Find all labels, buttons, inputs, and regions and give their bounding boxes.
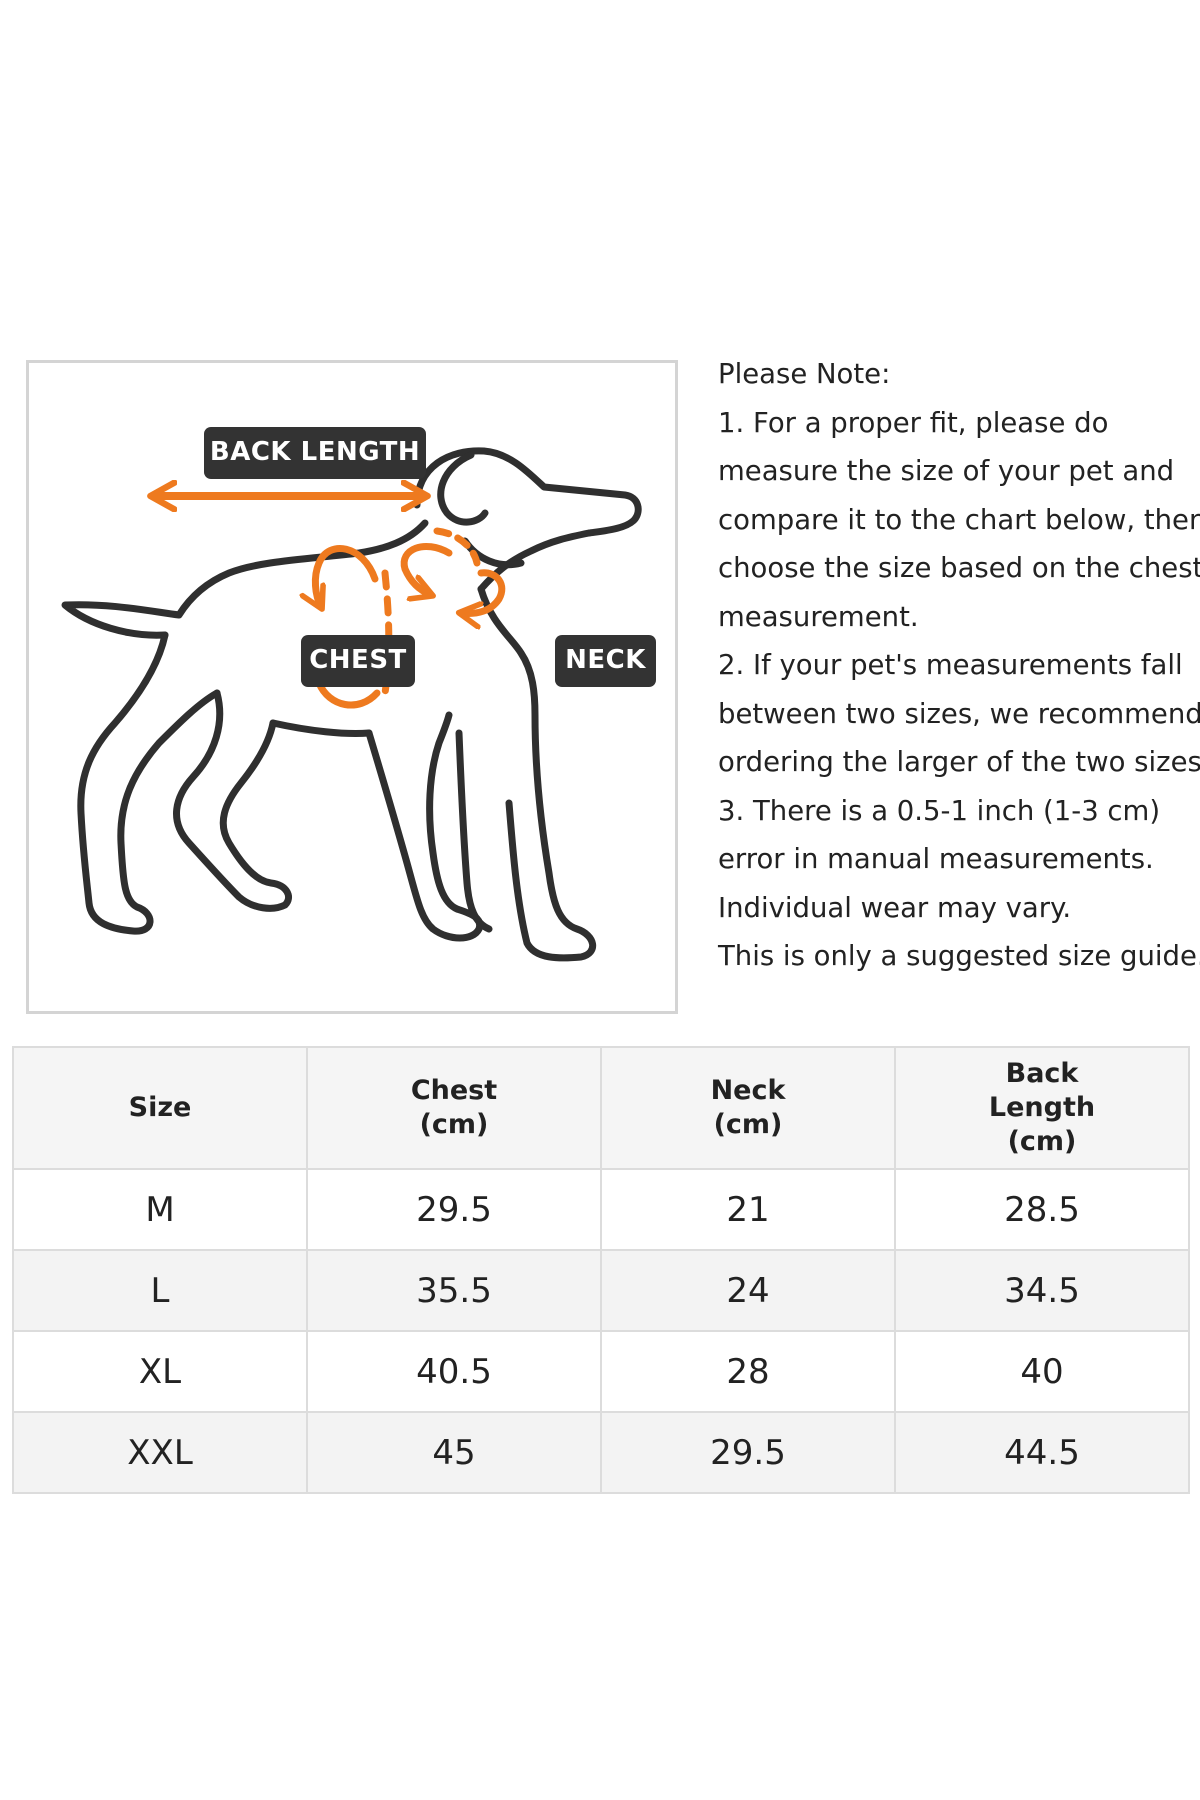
neck-arrow-right — [461, 569, 506, 614]
header-line: (cm) — [419, 1109, 489, 1140]
cell-chest: 29.5 — [306, 1168, 602, 1251]
header-back-length: Back Length (cm) — [894, 1046, 1190, 1170]
table-row: L 35.5 24 34.5 — [12, 1249, 1190, 1332]
please-note-text: Please Note: 1. For a proper fit, please… — [718, 350, 1200, 981]
cell-size: M — [12, 1168, 308, 1251]
cell-chest: 45 — [306, 1411, 602, 1494]
header-line: (cm) — [1007, 1126, 1077, 1157]
header-neck: Neck (cm) — [600, 1046, 896, 1170]
header-line: Back — [1005, 1058, 1079, 1089]
cell-back-length: 28.5 — [894, 1168, 1190, 1251]
neck-dashed-line — [433, 527, 481, 567]
note-line: 3. There is a 0.5-1 inch (1-3 cm) — [718, 794, 1161, 827]
neck-tag: NECK — [555, 635, 656, 687]
header-line: Chest — [410, 1075, 498, 1106]
table-row: XL 40.5 28 40 — [12, 1330, 1190, 1413]
note-line: ordering the larger of the two sizes. — [718, 746, 1200, 778]
cell-back-length: 34.5 — [894, 1249, 1190, 1332]
header-line: Neck — [710, 1075, 786, 1106]
note-line: compare it to the chart below, then — [718, 503, 1200, 536]
cell-neck: 28 — [600, 1330, 896, 1413]
header-line: Length — [988, 1092, 1096, 1123]
note-line: choose the size based on the chest — [718, 552, 1200, 584]
size-chart-table: Size Chest (cm) Neck (cm) Back Length (c… — [12, 1046, 1190, 1494]
note-line: Individual wear may vary. — [718, 891, 1072, 924]
dog-measurement-diagram: BACK LENGTH CHEST NECK — [26, 360, 678, 1014]
header-line: (cm) — [713, 1109, 783, 1140]
cell-size: L — [12, 1249, 308, 1332]
note-line: measure the size of your pet and — [718, 455, 1175, 487]
cell-chest: 35.5 — [306, 1249, 602, 1332]
cell-back-length: 40 — [894, 1330, 1190, 1413]
note-line: 2. If your pet's measurements fall — [718, 649, 1183, 681]
chest-tag: CHEST — [301, 635, 415, 687]
cell-size: XL — [12, 1330, 308, 1413]
header-line: Size — [128, 1092, 192, 1123]
cell-neck: 21 — [600, 1168, 896, 1251]
note-line: measurement. — [718, 600, 919, 633]
note-line: This is only a suggested size guide. — [718, 940, 1200, 972]
table-header-row: Size Chest (cm) Neck (cm) Back Length (c… — [12, 1046, 1190, 1170]
note-line: 1. For a proper fit, please do — [718, 406, 1109, 439]
cell-neck: 24 — [600, 1249, 896, 1332]
back-length-tag: BACK LENGTH — [204, 427, 426, 479]
neck-arrow-top — [400, 542, 453, 595]
cell-chest: 40.5 — [306, 1330, 602, 1413]
cell-neck: 29.5 — [600, 1411, 896, 1494]
note-line: error in manual measurements. — [718, 843, 1154, 875]
cell-size: XXL — [12, 1411, 308, 1494]
chest-arrow-top — [315, 544, 379, 607]
note-line: Please Note: — [718, 358, 891, 390]
header-chest: Chest (cm) — [306, 1046, 602, 1170]
note-line: between two sizes, we recommend — [718, 697, 1200, 730]
header-size: Size — [12, 1046, 308, 1170]
cell-back-length: 44.5 — [894, 1411, 1190, 1494]
table-row: M 29.5 21 28.5 — [12, 1168, 1190, 1251]
table-row: XXL 45 29.5 44.5 — [12, 1411, 1190, 1494]
